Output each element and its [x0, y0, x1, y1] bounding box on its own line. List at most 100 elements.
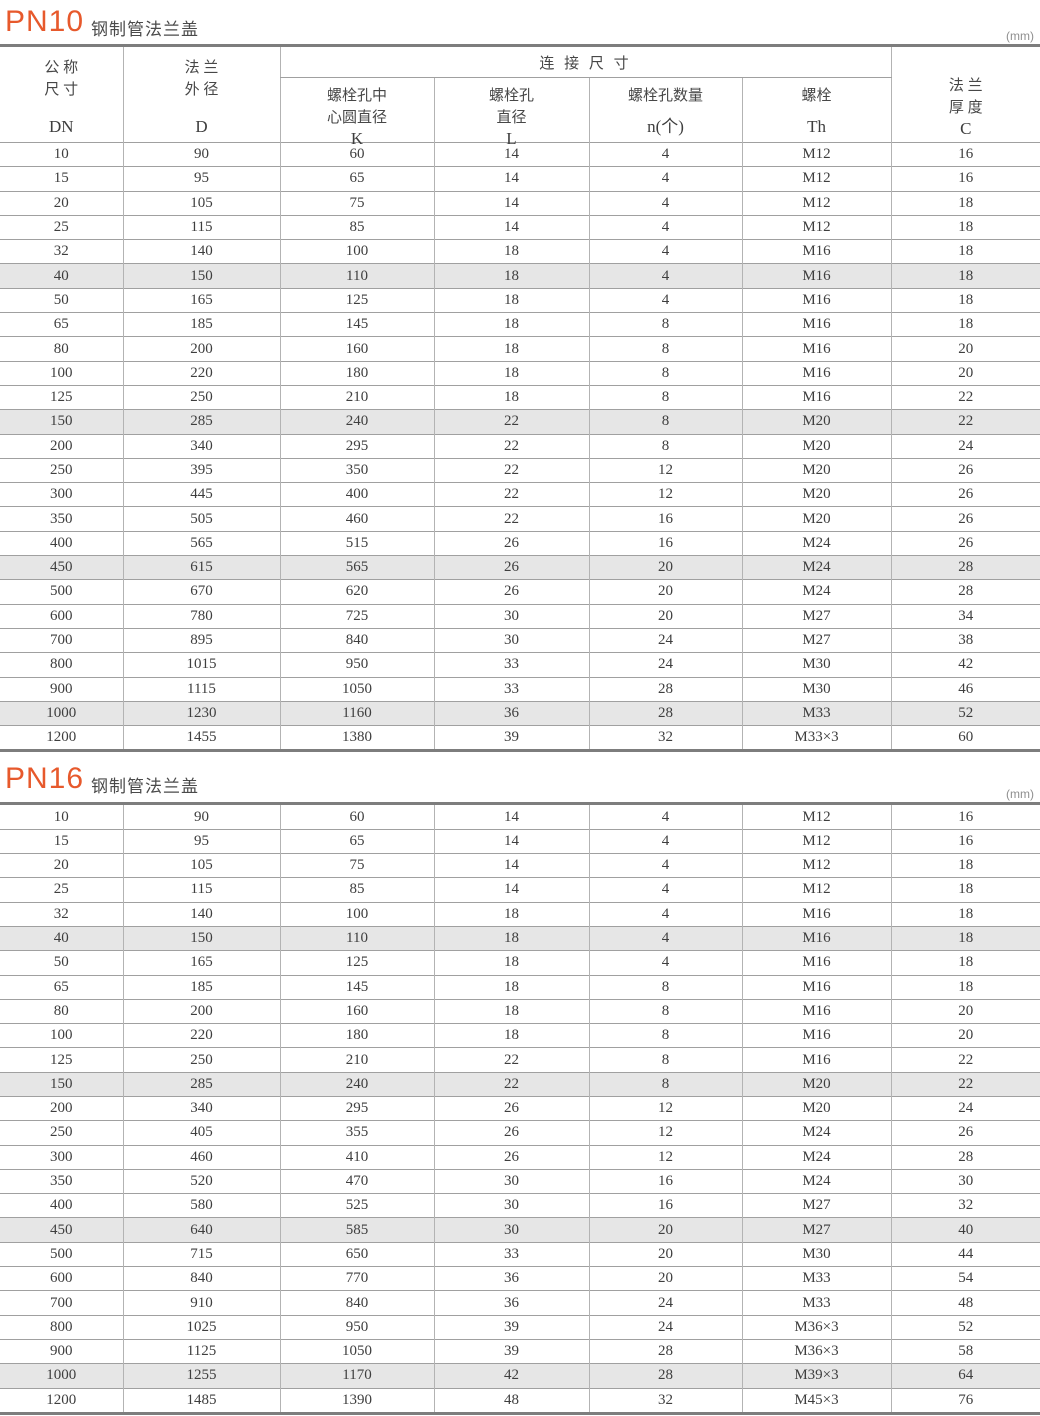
table-cell: M30 — [741, 676, 892, 702]
header-bolt-zh1: 螺栓 — [801, 88, 832, 104]
table-cell: 160 — [279, 998, 434, 1024]
table-row: 500 715 650 33 20 M30 44 — [0, 1241, 1040, 1267]
table-cell: 42 — [433, 1363, 589, 1389]
table-cell: 15 — [0, 828, 123, 854]
table-cell: 405 — [122, 1120, 280, 1146]
table-cell: 445 — [122, 482, 280, 507]
table-row: 800 1015 950 33 24 M30 42 — [0, 652, 1040, 678]
pn10-table-header: 公 称 尺 寸 DN 法 兰 外 径 D 连 接 尺 — [0, 45, 1040, 148]
table-cell: 210 — [279, 1047, 434, 1073]
table-cell: 65 — [279, 828, 434, 854]
table-row: 200 340 295 26 12 M20 24 — [0, 1095, 1040, 1121]
table-cell: 50 — [0, 950, 123, 975]
table-cell: M27 — [741, 1193, 891, 1218]
table-cell: 1050 — [279, 676, 434, 702]
table-cell: 115 — [122, 214, 280, 240]
table-cell: M16 — [741, 263, 892, 289]
pn16-unit-label: (mm) — [1006, 787, 1034, 802]
table-cell: 240 — [279, 409, 434, 435]
table-cell: 14 — [433, 803, 589, 830]
table-cell: 8 — [588, 312, 742, 337]
table-cell: 85 — [279, 877, 434, 903]
table-cell: 52 — [890, 700, 1040, 726]
table-cell: M39×3 — [741, 1363, 891, 1389]
table-cell: 250 — [122, 1047, 280, 1073]
table-cell: 1390 — [279, 1387, 434, 1414]
table-cell: M20 — [741, 457, 892, 483]
table-cell: 32 — [0, 901, 123, 927]
table-cell: 8 — [588, 998, 742, 1024]
table-cell: 900 — [0, 1338, 123, 1364]
table-cell: 515 — [279, 530, 434, 556]
table-cell: 39 — [433, 1314, 589, 1340]
table-cell: 180 — [279, 360, 434, 386]
table-cell: 26 — [433, 555, 589, 580]
table-cell: 140 — [122, 901, 280, 927]
table-cell: 450 — [0, 555, 123, 580]
table-cell: 22 — [433, 1047, 589, 1073]
table-cell: 52 — [890, 1314, 1040, 1340]
table-cell: 350 — [0, 506, 123, 532]
table-cell: 910 — [122, 1290, 280, 1316]
table-cell: M20 — [741, 409, 892, 435]
table-cell: 34 — [890, 603, 1040, 629]
table-cell: 220 — [122, 1023, 280, 1048]
table-cell: 60 — [279, 803, 434, 830]
table-cell: M36×3 — [741, 1314, 891, 1340]
header-flange-thickness: 法 兰 厚 度 C — [890, 45, 1040, 143]
header-flange-od-zh2: 外 径 — [184, 81, 219, 98]
table-cell: 18 — [433, 360, 589, 386]
table-cell: 395 — [122, 457, 280, 483]
table-cell: 25 — [0, 877, 123, 903]
table-cell: 895 — [122, 627, 280, 653]
table-cell: 36 — [433, 1266, 589, 1291]
table-cell: 1160 — [279, 700, 434, 726]
table-cell: M20 — [741, 506, 892, 532]
table-cell: 75 — [279, 190, 434, 216]
table-cell: 33 — [433, 1241, 589, 1267]
table-cell: 600 — [0, 1266, 123, 1291]
table-cell: 26 — [433, 1120, 589, 1146]
table-row: 1000 1230 1160 36 28 M33 52 — [0, 700, 1040, 726]
table-cell: 16 — [588, 530, 742, 556]
table-cell: M12 — [741, 853, 891, 878]
table-cell: 14 — [433, 877, 589, 903]
table-cell: 22 — [433, 506, 589, 532]
table-cell: 16 — [890, 828, 1040, 854]
table-cell: 85 — [279, 214, 434, 240]
table-cell: M33 — [741, 700, 892, 726]
header-bolt-hole-count: 螺栓孔数量 n(个) — [588, 77, 742, 143]
table-cell: 100 — [279, 239, 434, 264]
table-cell: 18 — [433, 384, 589, 410]
table-cell: 58 — [890, 1338, 1040, 1364]
table-cell: 150 — [122, 925, 280, 951]
table-row: 600 840 770 36 20 M33 54 — [0, 1266, 1040, 1291]
table-cell: 14 — [433, 214, 589, 240]
table-row: 250 405 355 26 12 M24 26 — [0, 1120, 1040, 1146]
table-cell: 700 — [0, 1290, 123, 1316]
table-cell: 950 — [279, 1314, 434, 1340]
table-cell: 250 — [122, 384, 280, 410]
table-cell: 100 — [0, 360, 123, 386]
table-cell: 165 — [122, 950, 280, 975]
table-cell: 125 — [0, 384, 123, 410]
table-cell: 32 — [588, 1387, 742, 1414]
header-bolt-circle-zh1: 螺栓孔中 — [326, 88, 387, 104]
header-nominal-size: 公 称 尺 寸 DN — [0, 46, 123, 143]
table-cell: 1455 — [122, 725, 280, 751]
table-cell: 105 — [122, 853, 280, 878]
table-cell: 18 — [433, 925, 589, 951]
table-cell: 4 — [588, 141, 742, 167]
table-cell: M20 — [741, 482, 892, 507]
table-cell: M45×3 — [741, 1387, 891, 1414]
table-cell: 30 — [433, 627, 589, 653]
table-cell: 1380 — [279, 725, 434, 751]
table-row: 1200 1485 1390 48 32 M45×3 76 — [0, 1387, 1040, 1414]
table-cell: 14 — [433, 190, 589, 216]
table-cell: 145 — [279, 312, 434, 337]
table-cell: 770 — [279, 1266, 434, 1291]
table-cell: 355 — [279, 1120, 434, 1146]
table-cell: 8 — [588, 1047, 742, 1073]
table-cell: 26 — [433, 1144, 589, 1170]
table-cell: M16 — [741, 901, 891, 927]
